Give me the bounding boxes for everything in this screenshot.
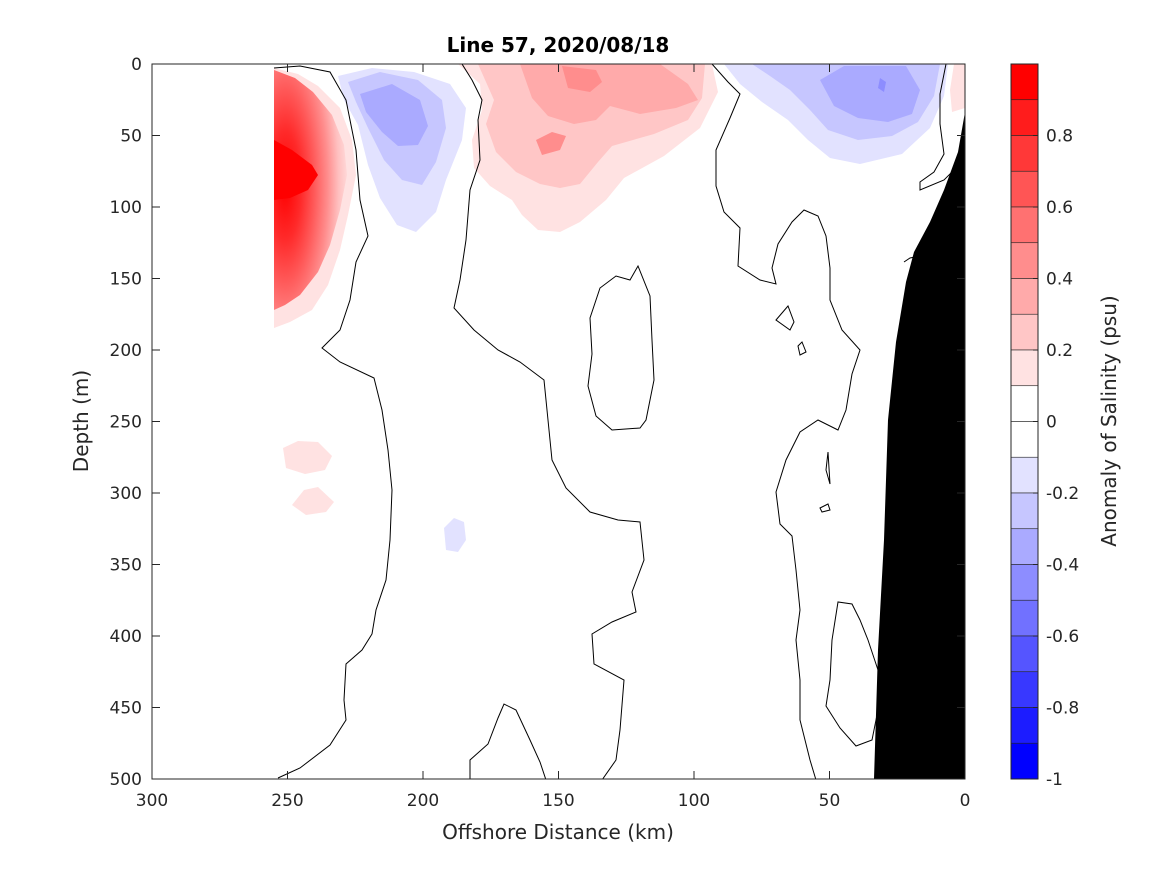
colorbar-level bbox=[1010, 707, 1039, 744]
y-tick-label: 0 bbox=[131, 55, 142, 75]
colorbar: 0.8 0.6 0.4 0.2 0 -0.2 -0.4 -0.6 -0.8 -1 bbox=[1010, 63, 1079, 790]
colorbar-level bbox=[1010, 599, 1039, 637]
colorbar-level bbox=[1010, 564, 1039, 601]
colorbar-tick-label: -0.8 bbox=[1046, 699, 1079, 719]
colorbar-tick-label: 0.6 bbox=[1046, 198, 1073, 218]
colorbar-level bbox=[1010, 349, 1039, 387]
negative-anomaly-inner bbox=[820, 66, 920, 122]
colorbar-level bbox=[1010, 99, 1039, 136]
x-tick-label: 250 bbox=[271, 791, 303, 811]
colorbar-tick-label: 0.2 bbox=[1046, 341, 1073, 361]
x-tick-label: 0 bbox=[960, 791, 971, 811]
colorbar-level bbox=[1010, 421, 1039, 458]
colorbar-tick-label: 0.4 bbox=[1046, 270, 1073, 290]
colorbar-tick-label: 0 bbox=[1046, 413, 1057, 433]
zero-contour-lines bbox=[273, 64, 965, 779]
colorbar-level bbox=[1010, 492, 1039, 530]
x-tick-label: 100 bbox=[678, 791, 710, 811]
chart-title: Line 57, 2020/08/18 bbox=[447, 33, 670, 57]
colorbar-level bbox=[1010, 135, 1039, 172]
colorbar-level bbox=[1010, 63, 1039, 101]
x-tick-label: 150 bbox=[542, 791, 574, 811]
y-tick-label: 100 bbox=[110, 198, 142, 218]
colorbar-level bbox=[1010, 456, 1039, 494]
y-tick-label: 150 bbox=[110, 270, 142, 290]
bathymetry-fill bbox=[874, 112, 965, 779]
contour-fill-layer bbox=[273, 64, 965, 779]
colorbar-level bbox=[1010, 742, 1039, 780]
x-axis: 300 250 200 150 100 50 0 bbox=[136, 64, 971, 811]
y-tick-label: 350 bbox=[110, 556, 142, 576]
y-tick-label: 200 bbox=[110, 341, 142, 361]
colorbar-level bbox=[1010, 671, 1039, 708]
positive-anomaly-peak bbox=[274, 140, 318, 200]
y-axis: 0 50 100 150 200 250 300 350 400 450 500 bbox=[110, 55, 965, 790]
x-tick-label: 200 bbox=[407, 791, 439, 811]
colorbar-tick-label: -0.4 bbox=[1046, 556, 1079, 576]
positive-anomaly-center bbox=[562, 66, 602, 92]
y-tick-label: 400 bbox=[110, 627, 142, 647]
y-axis-label: Depth (m) bbox=[69, 370, 93, 472]
negative-anomaly-patch bbox=[444, 518, 466, 552]
colorbar-label: Anomaly of Salinity (psu) bbox=[1097, 295, 1121, 546]
y-tick-label: 500 bbox=[110, 770, 142, 790]
colorbar-level bbox=[1010, 635, 1039, 673]
colorbar-tick-label: 0.8 bbox=[1046, 127, 1073, 147]
colorbar-level bbox=[1010, 278, 1039, 315]
colorbar-level bbox=[1010, 528, 1039, 565]
colorbar-level bbox=[1010, 313, 1039, 351]
colorbar-level bbox=[1010, 170, 1039, 208]
colorbar-level bbox=[1010, 206, 1039, 244]
colorbar-tick-label: -1 bbox=[1046, 770, 1063, 790]
y-tick-label: 250 bbox=[110, 413, 142, 433]
positive-anomaly-inner bbox=[520, 64, 698, 124]
positive-anomaly-patch bbox=[292, 487, 334, 515]
colorbar-level bbox=[1010, 242, 1039, 279]
negative-anomaly-inner bbox=[360, 84, 428, 146]
colorbar-tick-label: -0.6 bbox=[1046, 627, 1079, 647]
positive-anomaly-patch bbox=[950, 64, 965, 112]
colorbar-tick-label: -0.2 bbox=[1046, 484, 1079, 504]
positive-anomaly-center bbox=[536, 132, 566, 155]
negative-anomaly-center bbox=[878, 78, 886, 92]
y-tick-label: 300 bbox=[110, 484, 142, 504]
x-tick-label: 50 bbox=[819, 791, 841, 811]
x-axis-label: Offshore Distance (km) bbox=[442, 820, 674, 844]
positive-anomaly-patch bbox=[283, 441, 332, 474]
positive-anomaly-core bbox=[274, 70, 347, 310]
y-tick-label: 50 bbox=[120, 127, 142, 147]
y-tick-label: 450 bbox=[110, 699, 142, 719]
x-tick-label: 300 bbox=[136, 791, 168, 811]
colorbar-level bbox=[1010, 385, 1039, 422]
